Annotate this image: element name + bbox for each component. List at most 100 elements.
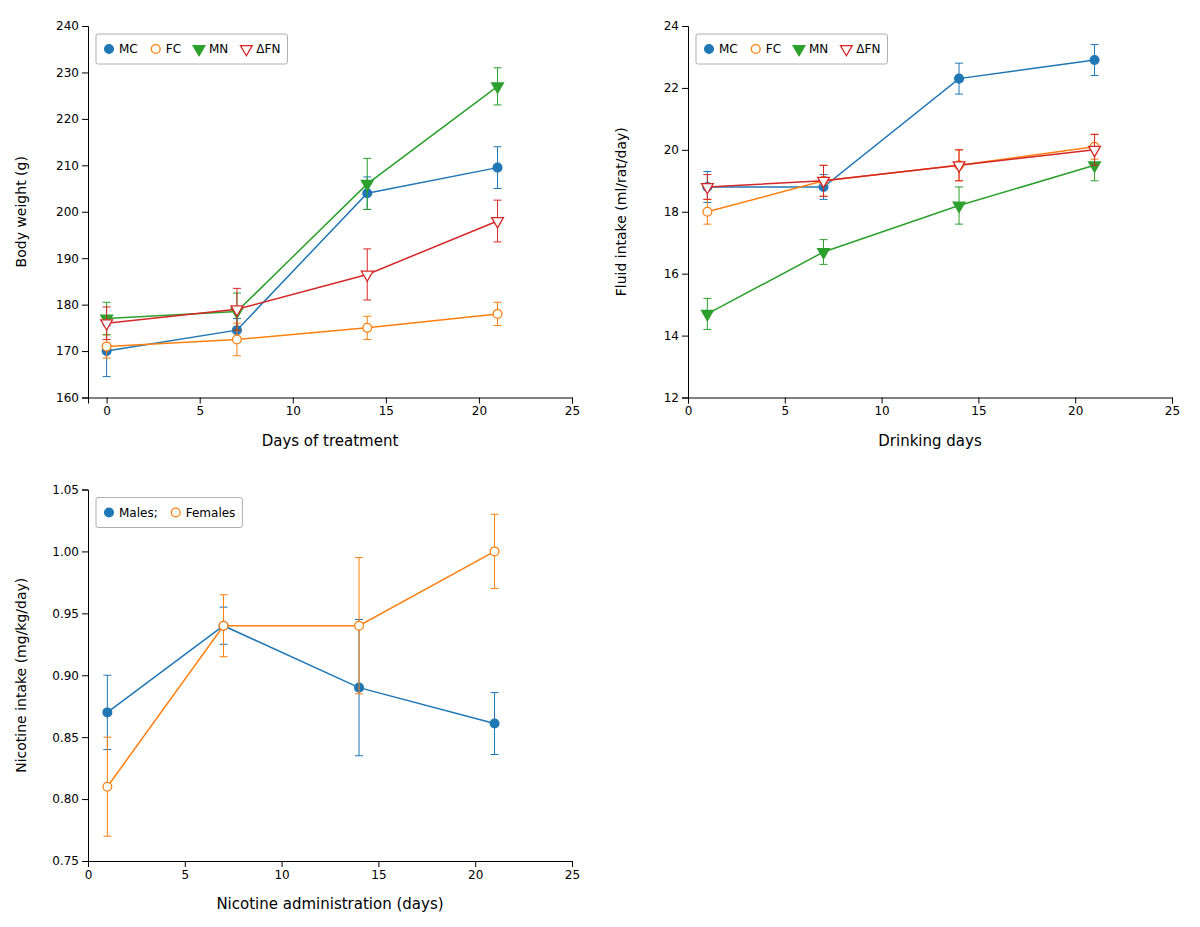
series <box>102 147 502 377</box>
legend-item: Males; <box>105 506 158 520</box>
x-tick-group: 5 <box>181 861 189 882</box>
y-tick-group: 12 <box>664 391 688 405</box>
plot-area <box>103 514 499 836</box>
y-tick-label: 1.00 <box>52 545 79 559</box>
series-line <box>107 221 498 323</box>
legend: Males; Females <box>96 498 242 528</box>
y-tick-group: 0.85 <box>52 731 88 745</box>
x-tick-group: 10 <box>286 398 301 419</box>
legend-box <box>96 498 242 528</box>
marker <box>955 74 964 83</box>
series <box>701 134 1100 199</box>
y-tick <box>82 490 88 491</box>
y-axis-line <box>82 490 89 862</box>
x-tick <box>572 398 573 404</box>
marker <box>101 320 113 330</box>
legend-label: FC <box>166 42 181 56</box>
marker <box>219 621 228 630</box>
error-bar <box>491 693 499 755</box>
x-tick-group: 5 <box>781 398 789 419</box>
y-tick-label: 230 <box>56 66 79 80</box>
x-tick-group: 15 <box>971 398 986 419</box>
y-axis-line <box>82 27 89 399</box>
y-axis: 160170180190200210220230240 <box>56 19 88 405</box>
y-tick <box>82 613 88 614</box>
panel: 0510152025160170180190200210220230240Day… <box>13 19 580 449</box>
x-axis-title: Days of treatment <box>262 432 399 450</box>
y-tick-label: 1.05 <box>52 483 79 497</box>
y-tick-group: 0.80 <box>52 792 88 806</box>
y-tick-group: 24 <box>664 19 688 33</box>
x-tick-group: 20 <box>1068 398 1083 419</box>
legend-item: MN <box>793 42 828 56</box>
marker <box>492 218 504 228</box>
y-tick-label: 14 <box>664 329 679 343</box>
legend-box <box>696 34 887 64</box>
y-tick-group: 18 <box>664 205 688 219</box>
y-tick-label: 0.90 <box>52 669 79 683</box>
marker <box>818 177 830 187</box>
series <box>102 302 502 358</box>
y-tick-group: 180 <box>56 298 88 312</box>
legend-symbol <box>105 45 114 54</box>
series-line <box>707 60 1094 187</box>
y-tick <box>682 212 688 213</box>
y-tick-group: 20 <box>664 143 688 157</box>
x-tick <box>479 398 480 404</box>
legend-label: MN <box>209 42 228 56</box>
error-bar <box>355 558 363 694</box>
y-tick <box>82 861 88 862</box>
y-tick-group: 240 <box>56 19 88 33</box>
x-tick-label: 15 <box>971 404 986 418</box>
plot-area <box>101 68 504 377</box>
y-axis-title: Nicotine intake (mg/kg/day) <box>13 578 29 773</box>
x-tick-label: 20 <box>1068 404 1083 418</box>
marker <box>490 719 499 728</box>
y-tick-label: 18 <box>664 205 679 219</box>
marker <box>1090 56 1099 65</box>
y-tick <box>82 212 88 213</box>
series-line <box>107 168 498 351</box>
y-tick-label: 0.80 <box>52 792 79 806</box>
y-tick <box>82 737 88 738</box>
legend-item: Females <box>171 506 235 520</box>
legend-label: Females <box>186 506 236 520</box>
y-axis: 0.750.800.850.900.951.001.05 <box>52 483 88 868</box>
x-tick-label: 15 <box>379 404 394 418</box>
y-tick <box>82 72 88 73</box>
y-axis-line <box>682 27 689 399</box>
error-bar <box>494 302 502 325</box>
x-tick <box>378 861 379 867</box>
x-tick <box>293 398 294 404</box>
panel: 051015202512141618202224Drinking daysFlu… <box>613 19 1180 449</box>
y-tick-label: 220 <box>56 112 79 126</box>
legend-symbol <box>705 45 714 54</box>
y-tick <box>682 274 688 275</box>
y-tick-label: 22 <box>664 81 679 95</box>
y-tick-group: 0.75 <box>52 854 88 868</box>
y-tick <box>82 305 88 306</box>
x-tick-label: 0 <box>685 404 693 418</box>
series <box>103 607 499 756</box>
legend-item: FC <box>151 42 181 56</box>
marker <box>493 310 502 319</box>
x-tick-label: 25 <box>565 868 580 882</box>
marker <box>103 782 112 791</box>
x-tick <box>978 398 979 404</box>
marker <box>102 342 111 351</box>
legend-symbol <box>171 508 180 517</box>
series <box>101 68 504 335</box>
x-tick <box>572 861 573 867</box>
legend-item: FC <box>751 42 781 56</box>
y-tick <box>682 336 688 337</box>
error-bar <box>363 316 371 339</box>
marker <box>355 621 364 630</box>
x-tick-label: 20 <box>468 868 483 882</box>
legend-symbol <box>105 508 114 517</box>
marker <box>361 180 373 190</box>
x-tick <box>107 398 108 404</box>
y-tick-label: 0.75 <box>52 854 79 868</box>
x-axis-line <box>89 862 573 868</box>
x-axis-line <box>689 398 1173 404</box>
y-tick <box>682 398 688 399</box>
